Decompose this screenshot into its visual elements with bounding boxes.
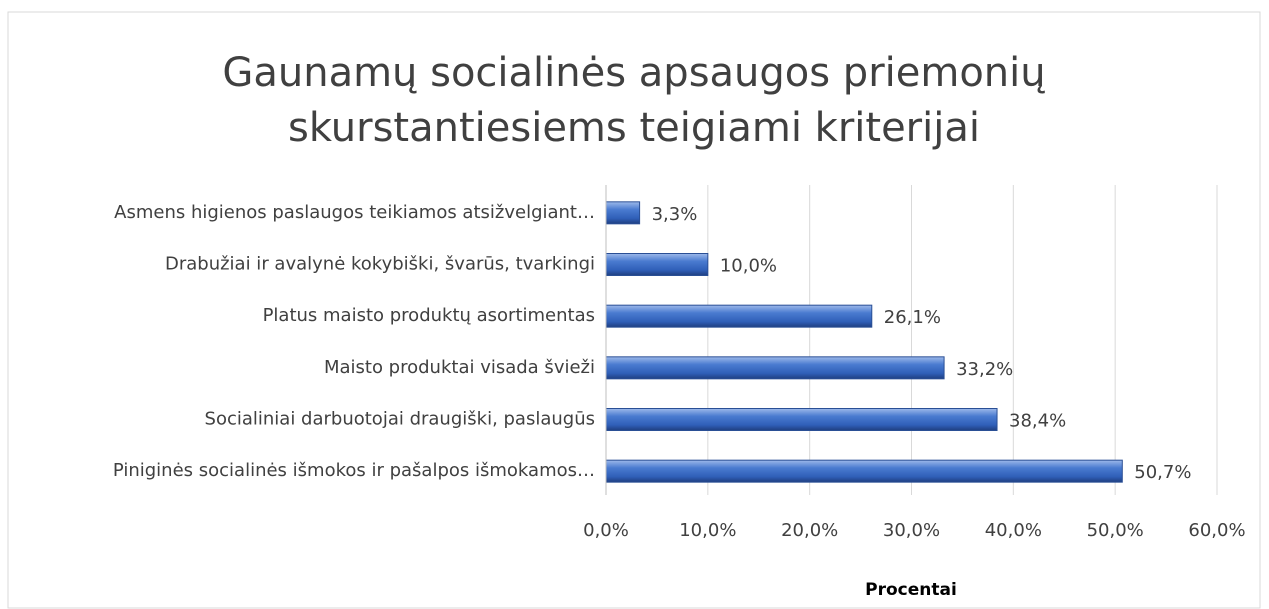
bar [605, 253, 709, 276]
x-tick-label: 20,0% [781, 520, 838, 541]
bar [605, 356, 945, 380]
y-tick-label: Asmens higienos paslaugos teikiamos atsi… [114, 202, 595, 223]
y-tick-label: Piniginės socialinės išmokos ir pašalpos… [113, 460, 595, 481]
x-tick-label: 50,0% [1087, 520, 1144, 541]
data-label: 3,3% [652, 204, 698, 225]
chart-title: Gaunamų socialinės apsaugos priemonių sku… [222, 50, 1045, 151]
x-tick-label: 40,0% [985, 520, 1042, 541]
bar [605, 459, 1123, 483]
y-tick-label: Platus maisto produktų asortimentas [263, 305, 595, 326]
y-tick-label: Socialiniai darbuotojai draugiški, pasla… [205, 409, 595, 430]
data-label: 50,7% [1134, 462, 1191, 483]
bar [605, 408, 998, 431]
data-label: 10,0% [720, 256, 777, 277]
y-tick-label: Drabužiai ir avalynė kokybiški, švarūs, … [165, 254, 595, 275]
data-label: 38,4% [1009, 411, 1066, 432]
x-axis-title: Procentai [865, 580, 957, 600]
data-label: 33,2% [956, 359, 1013, 380]
data-label: 26,1% [884, 307, 941, 328]
bar [605, 304, 873, 328]
x-tick-label: 30,0% [883, 520, 940, 541]
x-tick-label: 0,0% [583, 520, 629, 541]
x-tick-label: 10,0% [679, 520, 736, 541]
x-tick-label: 60,0% [1188, 520, 1245, 541]
bar [605, 201, 641, 225]
y-tick-label: Maisto produktai visada švieži [324, 357, 595, 378]
